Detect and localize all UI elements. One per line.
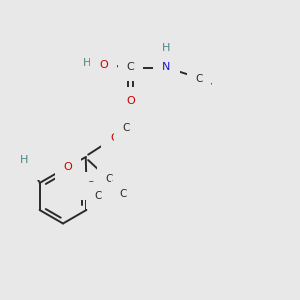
Text: O: O [126,95,135,106]
Text: C: C [195,74,202,84]
Text: H: H [83,58,91,68]
Text: O: O [25,161,34,171]
Text: O: O [87,181,96,191]
Text: C: C [119,189,127,199]
Text: O: O [63,162,72,172]
Text: H: H [162,43,171,53]
Text: C: C [94,191,101,201]
Text: N: N [162,62,171,73]
Text: C: C [127,62,134,73]
Text: C: C [105,174,112,184]
Text: H: H [20,154,28,165]
Text: C: C [123,123,130,133]
Text: O: O [110,133,118,142]
Text: O: O [99,59,108,70]
